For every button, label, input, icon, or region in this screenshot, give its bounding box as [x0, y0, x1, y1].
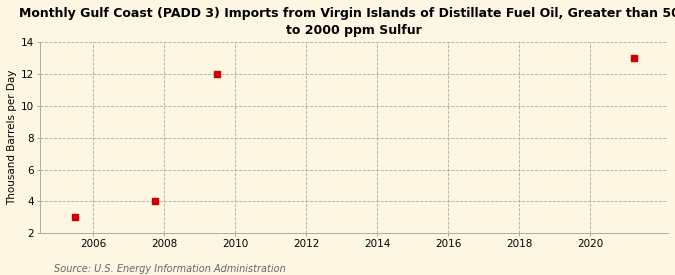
- Point: [629, 56, 640, 60]
- Point: [212, 72, 223, 76]
- Point: [150, 199, 161, 204]
- Y-axis label: Thousand Barrels per Day: Thousand Barrels per Day: [7, 70, 17, 205]
- Point: [70, 215, 81, 219]
- Text: Source: U.S. Energy Information Administration: Source: U.S. Energy Information Administ…: [54, 264, 286, 274]
- Title: Monthly Gulf Coast (PADD 3) Imports from Virgin Islands of Distillate Fuel Oil, : Monthly Gulf Coast (PADD 3) Imports from…: [19, 7, 675, 37]
